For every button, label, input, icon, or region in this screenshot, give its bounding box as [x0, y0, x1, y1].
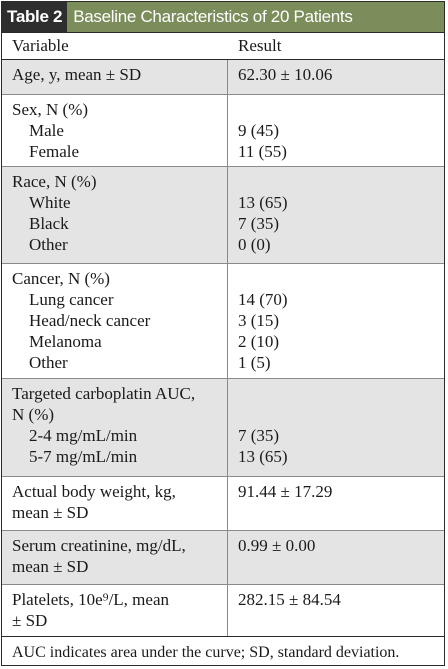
row-value: 91.44 ± 17.29: [238, 482, 333, 501]
table-row: Serum creatinine, mg/dL, mean ± SD 0.99 …: [2, 531, 444, 585]
sub-value: 9 (45): [238, 121, 280, 140]
sub-label: White: [29, 193, 71, 212]
sub-label: Black: [29, 214, 69, 233]
sub-label: Other: [29, 235, 68, 254]
row-label: Platelets, 10e⁹/L, mean: [12, 590, 169, 609]
sub-label: Female: [29, 142, 80, 161]
sub-value: 14 (70): [238, 290, 288, 309]
table-title-bar: Table 2 Baseline Characteristics of 20 P…: [2, 2, 444, 33]
sub-label: Male: [29, 121, 64, 140]
row-label: Serum creatinine, mg/dL,: [12, 536, 186, 555]
row-label: Targeted carboplatin AUC,: [12, 384, 196, 403]
sub-label: 2-4 mg/mL/min: [29, 426, 138, 445]
sub-label: Head/neck cancer: [29, 311, 151, 330]
row-label: Age, y, mean ± SD: [12, 65, 142, 84]
row-value: 0.99 ± 0.00: [238, 536, 316, 555]
sub-value: 7 (35): [238, 426, 280, 445]
sub-value: 7 (35): [238, 214, 280, 233]
sub-value: 0 (0): [238, 235, 271, 254]
row-label-cont: ± SD: [12, 611, 48, 630]
row-label: Race, N (%): [12, 172, 97, 191]
table-number-tag: Table 2: [2, 2, 68, 32]
sub-label: Melanoma: [29, 332, 102, 351]
sub-value: 13 (65): [238, 447, 288, 466]
table-row: Sex, N (%) Male Female 9 (45) 11 (55): [2, 95, 444, 167]
sub-value: 2 (10): [238, 332, 280, 351]
header-variable: Variable: [12, 36, 69, 55]
sub-value: 3 (15): [238, 311, 280, 330]
table-row: Platelets, 10e⁹/L, mean ± SD 282.15 ± 84…: [2, 585, 444, 637]
table-footnote: AUC indicates area under the curve; SD, …: [12, 644, 400, 661]
table-header-row: Variable Result: [2, 33, 444, 60]
row-label: Actual body weight, kg,: [12, 482, 176, 501]
table-row: Race, N (%) White Black Other 13 (65) 7 …: [2, 167, 444, 264]
table-row: Age, y, mean ± SD 62.30 ± 10.06: [2, 60, 444, 95]
sub-value: 1 (5): [238, 353, 271, 372]
sub-label: Lung cancer: [29, 290, 114, 309]
row-label-cont: mean ± SD: [12, 503, 89, 522]
row-label-cont: N (%): [12, 405, 55, 424]
table-row: Cancer, N (%) Lung cancer Head/neck canc…: [2, 264, 444, 379]
header-result: Result: [238, 36, 282, 55]
sub-label: 5-7 mg/mL/min: [29, 447, 138, 466]
sub-value: 11 (55): [238, 142, 287, 161]
row-label: Cancer, N (%): [12, 269, 110, 288]
row-label: Sex, N (%): [12, 100, 89, 119]
row-value: 282.15 ± 84.54: [238, 590, 341, 609]
table-row: Actual body weight, kg, mean ± SD 91.44 …: [2, 477, 444, 531]
row-value: 62.30 ± 10.06: [238, 65, 333, 84]
row-label-cont: mean ± SD: [12, 557, 89, 576]
sub-label: Other: [29, 353, 68, 372]
sub-value: 13 (65): [238, 193, 288, 212]
table-row: Targeted carboplatin AUC, N (%) 2-4 mg/m…: [2, 379, 444, 477]
table-title: Baseline Characteristics of 20 Patients: [73, 7, 353, 26]
